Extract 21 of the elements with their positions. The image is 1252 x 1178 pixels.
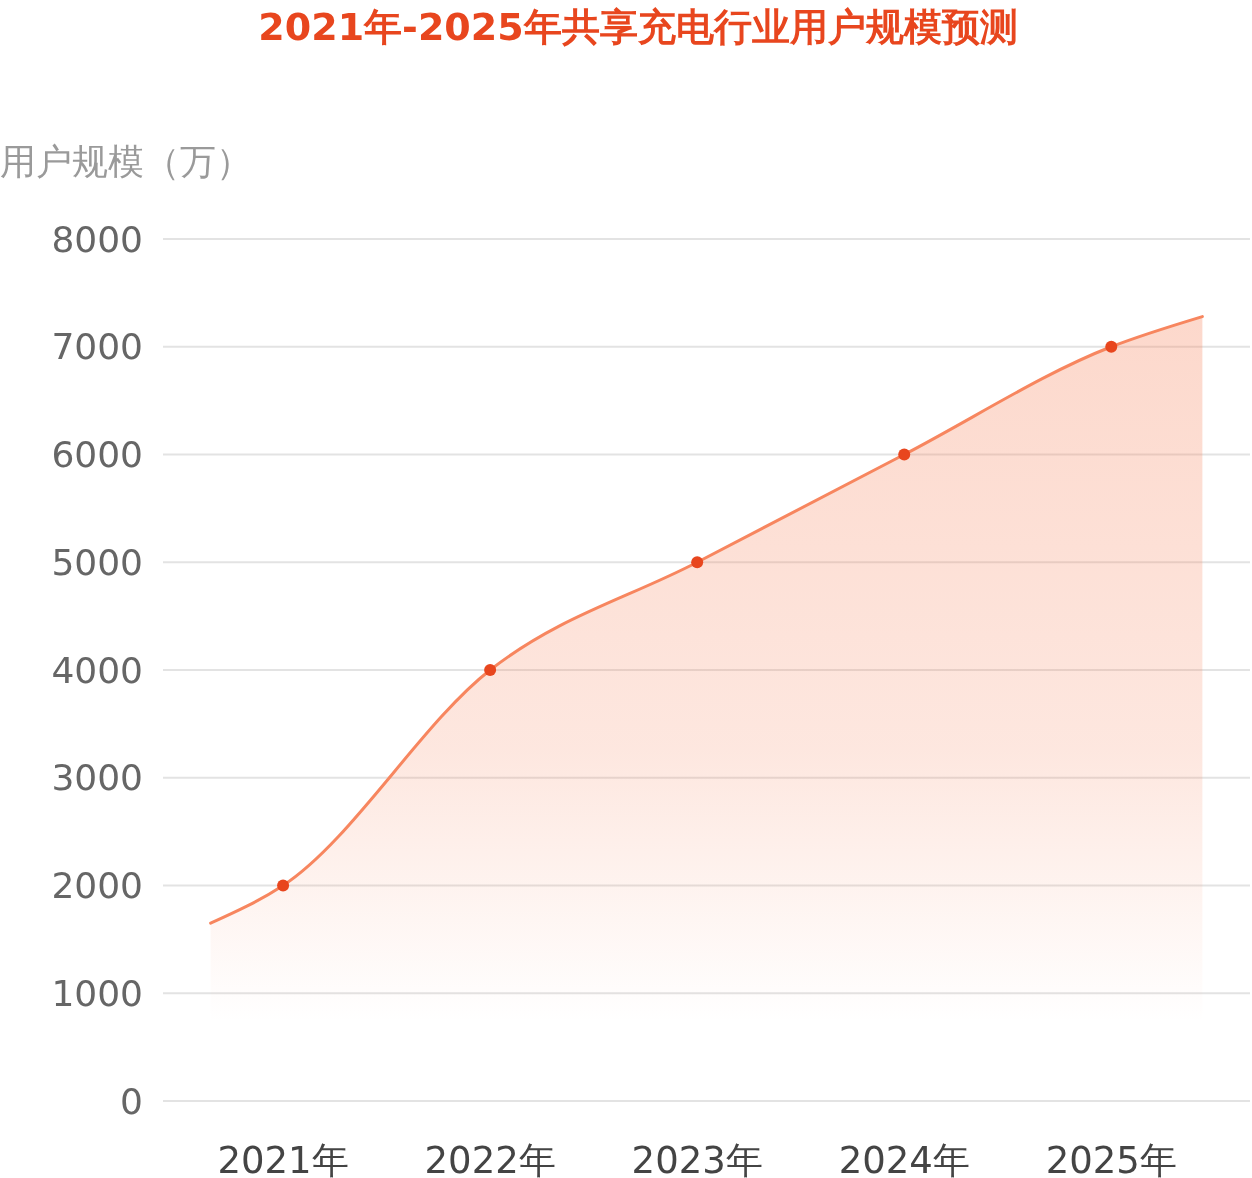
y-tick-label: 7000 <box>51 326 143 368</box>
y-tick-label: 5000 <box>51 541 143 583</box>
y-tick-label: 0 <box>120 1080 143 1122</box>
point <box>691 556 704 569</box>
y-tick-label: 4000 <box>51 649 143 691</box>
point <box>898 448 911 461</box>
x-tick-label: 2021年 <box>217 1138 349 1178</box>
y-tick-label: 6000 <box>51 434 143 476</box>
y-tick-label: 2000 <box>51 865 143 907</box>
x-tick-label: 2023年 <box>631 1138 763 1178</box>
y-axis-title: 用户规模（万） <box>0 141 252 182</box>
y-tick-label: 3000 <box>51 757 143 799</box>
x-tick-label: 2022年 <box>424 1138 556 1178</box>
y-tick-label: 8000 <box>51 218 143 260</box>
point <box>484 664 497 676</box>
x-tick-label: 2024年 <box>838 1138 970 1178</box>
point <box>277 879 290 892</box>
x-tick-label: 2025年 <box>1045 1138 1177 1178</box>
chart-title: 2021年-2025年共享充电行业用户规模预测 <box>258 5 1018 49</box>
y-tick-label: 1000 <box>51 972 143 1014</box>
point <box>1105 340 1118 353</box>
